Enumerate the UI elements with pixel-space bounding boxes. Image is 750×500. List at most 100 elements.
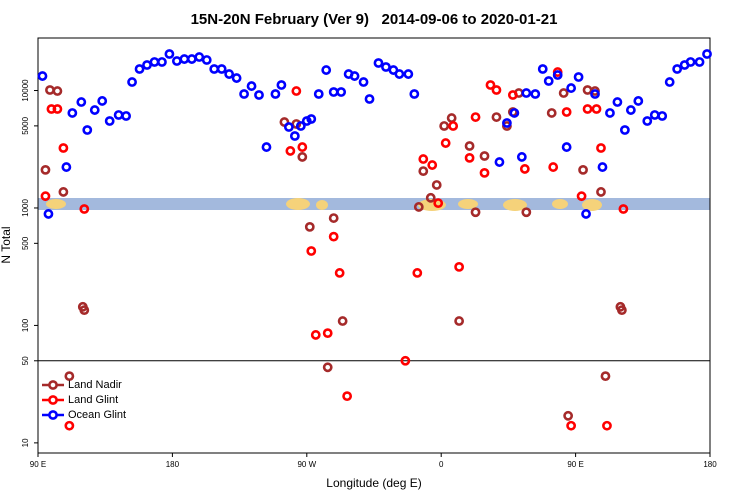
point [171,56,182,66]
point [702,49,712,59]
point [576,191,587,202]
point [334,268,345,278]
point [602,420,612,431]
point [67,108,78,118]
point [454,316,465,326]
point [310,330,321,340]
point [516,152,527,162]
point [521,88,532,98]
point [566,420,577,431]
point [619,125,630,135]
point [40,164,51,175]
point [104,116,115,126]
point [507,90,518,100]
point [246,81,257,91]
point [403,69,414,79]
point [649,110,660,120]
legend-label: Ocean Glint [68,409,126,421]
point [179,54,190,64]
point [546,108,557,118]
point [43,209,54,219]
point [37,71,48,81]
point [142,60,152,70]
point [509,108,520,118]
point [321,65,332,75]
series [40,85,627,421]
point [322,328,333,339]
point [566,83,577,93]
point [605,108,615,118]
point [573,72,584,82]
point [479,151,490,161]
point [581,209,591,219]
point [58,143,69,153]
point [642,116,653,126]
point [664,77,675,87]
point [364,94,375,104]
point [306,246,317,256]
point [558,88,569,98]
y-tick-label: 50 [21,356,30,365]
point [502,118,512,128]
point [134,64,145,74]
point [97,96,108,106]
point [82,125,93,135]
point [563,410,574,421]
chart-title: 15N-20N February (Ver 9) 2014-09-06 to 2… [191,11,558,28]
y-tick-label: 1000 [21,199,30,217]
x-tick-label: 90 E [567,460,583,469]
point [283,122,294,132]
point [543,76,554,86]
legend-marker [48,410,58,420]
point [596,143,606,153]
y-tick-label: 500 [21,236,30,250]
point [276,80,287,90]
y-axis-label: N Total [0,226,13,263]
point [186,54,197,64]
point [291,86,302,96]
point [618,204,629,214]
point [285,146,296,156]
point [694,57,705,67]
series [40,67,629,431]
point [409,89,420,99]
point [672,64,683,74]
point [600,371,611,382]
point [64,371,75,382]
point [400,355,411,366]
x-tick-label: 0 [439,460,444,469]
point [612,97,623,107]
point [582,104,593,114]
point [58,187,69,197]
legend-marker [48,395,58,405]
point [349,71,360,81]
point [530,89,541,99]
point [657,111,668,121]
legend-label: Land Glint [68,394,118,406]
point [440,138,451,148]
point [328,87,339,97]
point [52,104,63,114]
point [633,96,644,106]
point [394,69,405,79]
point [425,192,436,203]
point [519,164,530,174]
point [209,64,220,74]
point [578,164,588,175]
point [297,142,308,152]
point [479,167,490,178]
series [37,49,712,219]
point [548,162,559,172]
x-tick-label: 90 E [30,460,46,469]
point [289,131,300,141]
point [40,191,51,202]
point [582,85,593,95]
legend-label: Land Nadir [68,379,122,391]
point [470,112,481,122]
point [591,104,602,114]
point [427,160,438,170]
point [270,89,281,99]
point [164,49,175,59]
point [239,89,249,99]
